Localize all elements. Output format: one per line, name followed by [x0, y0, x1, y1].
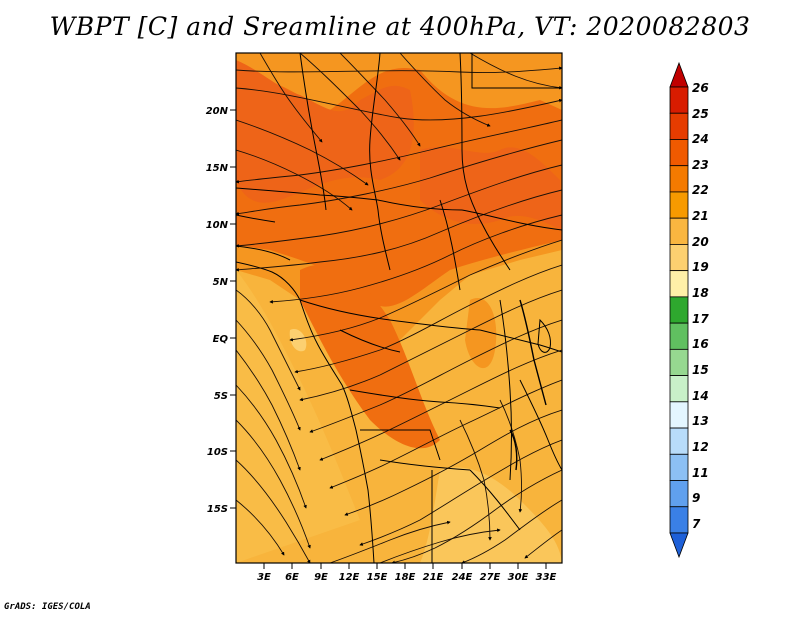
colorbar-label: 26: [692, 81, 709, 95]
lon-ticks: [263, 563, 547, 569]
country-borders: [236, 53, 562, 563]
colorbar-segment: [669, 375, 689, 403]
lon-label: 6E: [285, 572, 299, 583]
lon-label: 27E: [480, 572, 501, 583]
colorbar-label: 24: [692, 132, 709, 146]
streamlines: [236, 53, 562, 563]
lon-label: 9E: [314, 572, 328, 583]
colorbar-segment: [669, 61, 689, 88]
lat-label: 5S: [214, 391, 228, 402]
plot-frame: [235, 52, 563, 564]
colorbar-segment: [669, 165, 689, 193]
colorbar-segment: [669, 427, 689, 455]
lat-label: EQ: [213, 334, 229, 345]
colorbar-label: 21: [692, 209, 709, 223]
lat-label: 5N: [213, 277, 229, 288]
colorbar-labels: 26 25 24 23 22 21 20 19 18 17 16 15 14 1…: [692, 81, 709, 531]
colorbar-segment: [669, 296, 689, 324]
lon-label: 15E: [367, 572, 388, 583]
lon-label: 12E: [339, 572, 360, 583]
colorbar-segment: [669, 217, 689, 245]
lon-label: 3E: [257, 572, 271, 583]
lon-label: 24E: [452, 572, 473, 583]
colorbar-label: 19: [692, 260, 709, 274]
colorbar-segment: [669, 112, 689, 140]
colorbar-segment: [669, 139, 689, 167]
colorbar-label: 11: [692, 466, 709, 480]
grads-credit: GrADS: IGES/COLA: [4, 602, 91, 612]
colorbar-segment: [669, 532, 689, 559]
lat-label: 20N: [206, 106, 229, 117]
colorbar-label: 25: [692, 107, 709, 121]
lon-label: 30E: [508, 572, 529, 583]
colorbar-label: 14: [692, 389, 709, 403]
lon-labels: 3E 6E 9E 12E 15E 18E 21E 24E 27E 30E 33E: [257, 572, 556, 583]
colorbar-label: 23: [692, 158, 709, 172]
lat-labels: 20N 15N 10N 5N EQ 5S 10S 15S: [206, 106, 229, 515]
colorbar-label: 12: [692, 440, 709, 454]
lat-label: 15S: [207, 504, 228, 515]
colorbar-segment: [669, 270, 689, 298]
colorbar-segment: [669, 191, 689, 219]
lon-label: 18E: [395, 572, 416, 583]
colorbar-segment: [669, 401, 689, 429]
colorbar-label: 7: [692, 517, 701, 531]
colorbar-label: 22: [692, 183, 709, 197]
colorbar: [669, 61, 689, 559]
colorbar-segment: [669, 86, 689, 114]
colorbar-label: 17: [692, 312, 709, 326]
colorbar-segment: [669, 348, 689, 376]
colorbar-label: 13: [692, 414, 709, 428]
colorbar-segment: [669, 453, 689, 481]
colorbar-segment: [669, 506, 689, 534]
colorbar-label: 20: [692, 235, 709, 249]
lon-label: 21E: [423, 572, 444, 583]
colorbar-segment: [669, 480, 689, 508]
colorbar-label: 18: [692, 286, 709, 300]
lat-label: 10S: [207, 447, 228, 458]
lat-label: 15N: [206, 163, 229, 174]
wbpt-shading: [236, 53, 562, 563]
colorbar-segment: [669, 322, 689, 350]
colorbar-label: 15: [692, 363, 709, 377]
chart-title: WBPT [C] and Sreamline at 400hPa, VT: 20…: [49, 12, 751, 41]
lat-ticks: [230, 109, 236, 509]
colorbar-label: 16: [692, 337, 709, 351]
lon-label: 33E: [536, 572, 557, 583]
lat-label: 10N: [206, 220, 229, 231]
colorbar-label: 9: [692, 491, 700, 505]
colorbar-segment: [669, 244, 689, 272]
